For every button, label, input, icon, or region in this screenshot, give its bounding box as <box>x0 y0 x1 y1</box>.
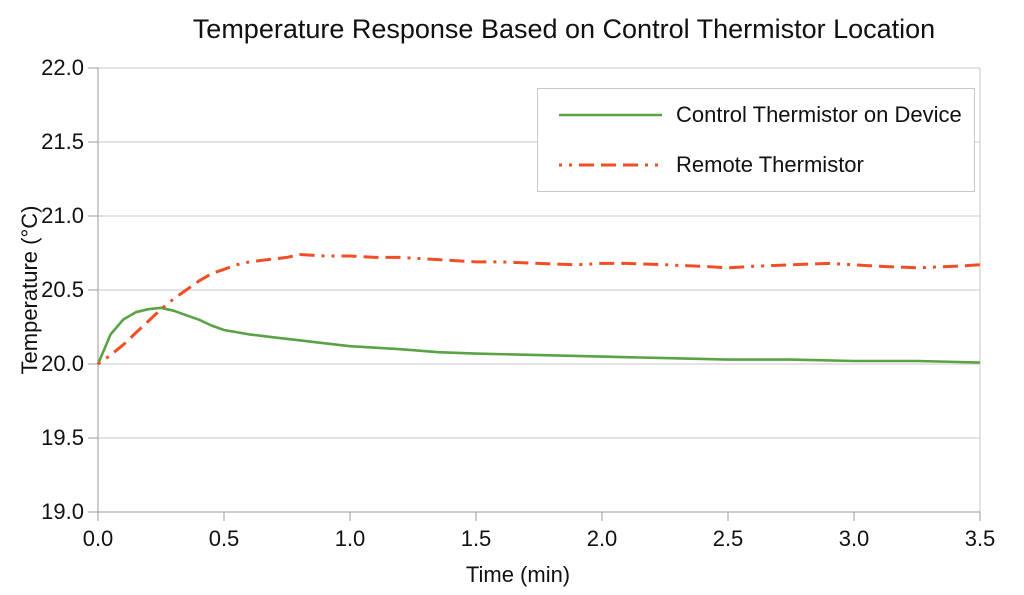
x-tick-label: 0.0 <box>82 526 114 551</box>
x-tick-label: 1.5 <box>460 526 492 551</box>
y-tick-label: 20.0 <box>41 351 84 376</box>
x-tick-label: 3.5 <box>964 526 996 551</box>
x-axis-label: Time (min) <box>465 562 571 587</box>
y-tick-label: 21.5 <box>41 129 84 154</box>
x-tick-label: 2.5 <box>712 526 744 551</box>
legend-line-swatch <box>559 163 662 167</box>
y-tick-label: 22.0 <box>41 55 84 80</box>
series-line-remote-thermistor <box>97 253 981 366</box>
legend-item: Remote Thermistor <box>538 140 974 190</box>
series-line-control-thermistor-on-device <box>96 306 981 365</box>
legend-label: Control Thermistor on Device <box>676 102 962 127</box>
legend-item: Control Thermistor on Device <box>538 90 974 140</box>
x-tick-label: 0.5 <box>208 526 240 551</box>
y-tick-label: 20.5 <box>41 277 84 302</box>
y-tick-label: 19.0 <box>41 499 84 524</box>
x-tick-label: 2.0 <box>586 526 618 551</box>
x-tick-label: 1.0 <box>334 526 366 551</box>
y-tick-label: 19.5 <box>41 425 84 450</box>
chart-title: Temperature Response Based on Control Th… <box>192 14 936 44</box>
legend-line-swatch <box>559 113 662 117</box>
legend-label: Remote Thermistor <box>676 152 864 177</box>
y-tick-label: 21.0 <box>41 203 84 228</box>
chart-legend: Control Thermistor on Device Remote Therm… <box>537 88 975 192</box>
x-tick-label: 3.0 <box>838 526 870 551</box>
